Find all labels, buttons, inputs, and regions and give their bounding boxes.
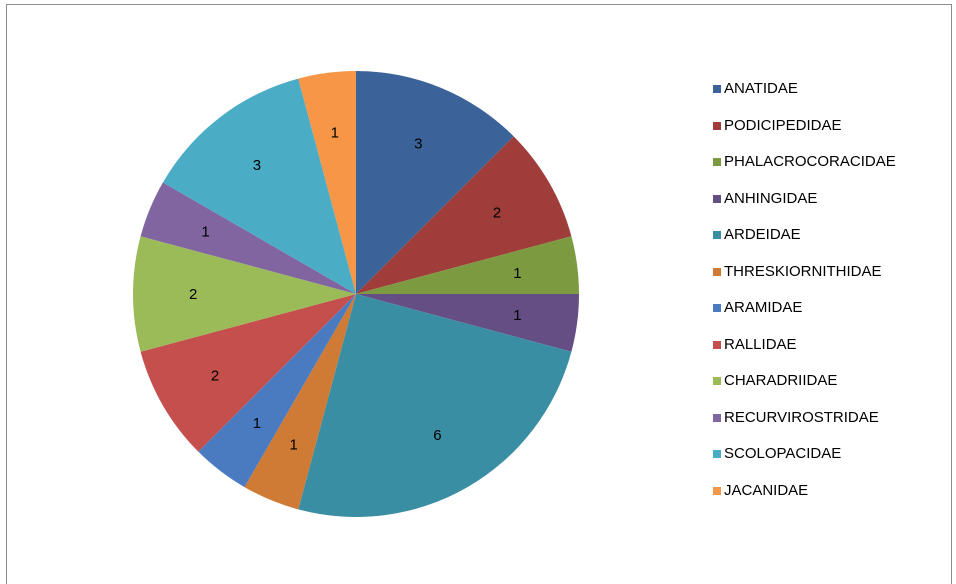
data-label-podicipedidae: 2 (493, 205, 501, 222)
legend-item-recurvirostridae: RECURVIROSTRIDAE (713, 409, 896, 446)
legend-label-ardeidae: ARDEIDAE (724, 226, 801, 243)
data-label-rallidae: 2 (211, 367, 219, 384)
legend-item-aramidae: ARAMIDAE (713, 299, 896, 336)
data-label-jacanidae: 1 (331, 125, 339, 142)
legend-swatch-anhingidae (713, 194, 721, 203)
pie-slice-charadriidae (133, 236, 356, 352)
pie-slice-anhingidae (356, 294, 579, 352)
legend-item-jacanidae: JACANIDAE (713, 482, 896, 519)
legend-label-charadriidae: CHARADRIIDAE (724, 372, 838, 389)
legend-swatch-anatidae (713, 85, 721, 93)
pie-slice-ardeidae (298, 294, 572, 517)
legend-item-ardeidae: ARDEIDAE (713, 226, 896, 263)
data-label-anatidae: 3 (414, 136, 422, 153)
legend-label-aramidae: ARAMIDAE (724, 299, 803, 316)
data-label-phalacrocoracidae: 1 (513, 265, 521, 282)
legend-label-anhingidae: ANHINGIDAE (724, 189, 818, 207)
data-label-threskiornithidae: 1 (290, 436, 298, 453)
legend-label-jacanidae: JACANIDAE (724, 481, 809, 499)
legend-swatch-jacanidae (713, 486, 721, 495)
pie-slice-podicipedidae (356, 136, 572, 294)
data-label-anhingidae: 1 (513, 307, 521, 324)
legend-item-podicipedidae: PODICIPEDIDAE (713, 117, 896, 154)
legend-swatch-rallidae (713, 340, 721, 349)
legend-swatch-ardeidae (713, 231, 721, 239)
legend-swatch-podicipedidae (713, 121, 721, 130)
pie-slice-phalacrocoracidae (356, 236, 579, 294)
data-label-charadriidae: 2 (189, 286, 197, 303)
legend-item-anatidae: ANATIDAE (713, 80, 896, 117)
legend-item-rallidae: RALLIDAE (713, 336, 896, 373)
legend-item-anhingidae: ANHINGIDAE (713, 190, 896, 227)
data-label-scolopacidae: 3 (253, 157, 261, 174)
data-label-ardeidae: 6 (433, 427, 441, 444)
pie-slice-scolopacidae (162, 78, 356, 294)
legend-swatch-phalacrocoracidae (713, 158, 721, 166)
pie-slice-threskiornithidae (244, 294, 356, 510)
legend-label-rallidae: RALLIDAE (724, 335, 797, 353)
pie-slice-recurvirostridae (140, 182, 356, 294)
legend-label-threskiornithidae: THRESKIORNITHIDAE (724, 262, 882, 280)
data-label-aramidae: 1 (253, 415, 261, 432)
legend-item-scolopacidae: SCOLOPACIDAE (713, 445, 896, 482)
legend-item-charadriidae: CHARADRIIDAE (713, 372, 896, 409)
legend-swatch-aramidae (713, 304, 721, 312)
legend-label-scolopacidae: SCOLOPACIDAE (724, 445, 842, 462)
data-label-recurvirostridae: 1 (201, 224, 209, 241)
legend-swatch-charadriidae (713, 377, 721, 385)
legend-label-podicipedidae: PODICIPEDIDAE (724, 116, 842, 134)
chart-legend: ANATIDAE PODICIPEDIDAE PHALACROCORACIDAE AN… (713, 80, 896, 518)
legend-label-recurvirostridae: RECURVIROSTRIDAE (724, 408, 879, 426)
legend-swatch-threskiornithidae (713, 267, 721, 276)
legend-swatch-scolopacidae (713, 450, 721, 458)
legend-label-anatidae: ANATIDAE (724, 80, 798, 97)
pie-slice-rallidae (140, 294, 356, 452)
legend-item-phalacrocoracidae: PHALACROCORACIDAE (713, 153, 896, 190)
pie-slice-aramidae (198, 294, 356, 488)
pie-slice-anatidae (356, 71, 514, 294)
legend-label-phalacrocoracidae: PHALACROCORACIDAE (724, 153, 896, 170)
legend-item-threskiornithidae: THRESKIORNITHIDAE (713, 263, 896, 300)
pie-slice-jacanidae (298, 71, 356, 294)
legend-swatch-recurvirostridae (713, 413, 721, 422)
